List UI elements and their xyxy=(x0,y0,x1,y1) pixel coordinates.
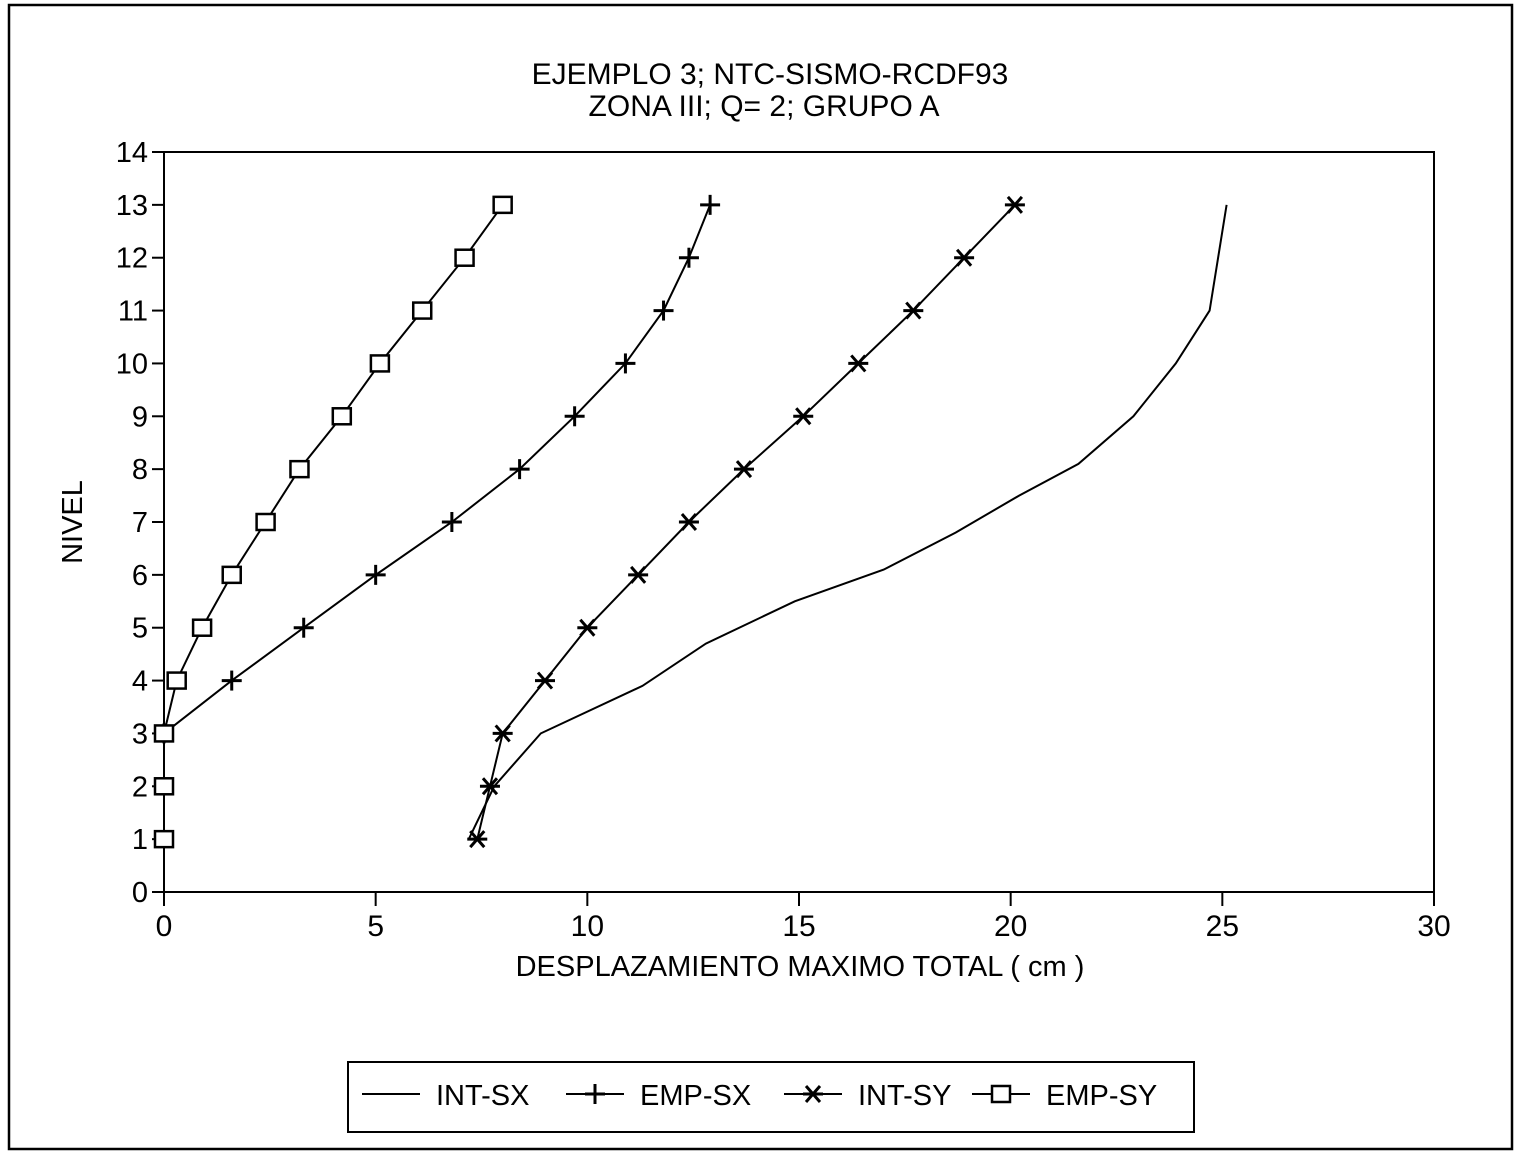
data-point xyxy=(678,513,699,531)
y-tick-label: 4 xyxy=(132,666,148,698)
data-point xyxy=(628,565,649,584)
legend-label: EMP-SY xyxy=(1046,1080,1157,1112)
x-tick-label: 0 xyxy=(156,910,173,943)
x-axis-label: DESPLAZAMIENTO MAXIMO TOTAL ( cm ) xyxy=(516,951,1085,983)
data-point xyxy=(289,459,310,479)
legend-marker xyxy=(990,1084,1012,1104)
data-point xyxy=(509,459,530,480)
plot-area xyxy=(163,151,1435,893)
legend-label: INT-SY xyxy=(858,1080,951,1112)
data-point xyxy=(535,671,555,690)
y-tick-label: 5 xyxy=(132,613,148,645)
data-point xyxy=(467,830,488,849)
data-point xyxy=(903,301,924,320)
x-tick-label: 5 xyxy=(367,910,384,943)
legend-marker xyxy=(803,1085,823,1103)
data-point xyxy=(793,407,814,426)
y-tick-label: 9 xyxy=(132,401,148,433)
y-tick-label: 3 xyxy=(132,718,148,750)
y-tick-label: 13 xyxy=(116,190,148,222)
data-point xyxy=(954,248,975,267)
legend: INT-SX EMP-SX INT-SY EMP-SY xyxy=(347,1061,1195,1133)
y-tick-label: 10 xyxy=(116,348,148,380)
data-point xyxy=(848,354,869,373)
x-tick-label: 20 xyxy=(994,910,1027,943)
data-point xyxy=(365,564,386,585)
chart-subtitle: ZONA III; Q= 2; GRUPO A xyxy=(589,90,940,123)
series-line xyxy=(163,204,712,735)
data-point xyxy=(700,194,721,215)
y-tick-label: 0 xyxy=(132,877,148,909)
figure-border xyxy=(7,3,1514,1151)
data-point xyxy=(564,406,585,427)
data-point xyxy=(454,248,475,267)
data-point xyxy=(577,618,598,637)
chart-title: EJEMPLO 3; NTC-SISMO-RCDF93 xyxy=(532,58,1009,91)
legend-entry: INT-SY xyxy=(784,1080,951,1112)
x-tick-label: 10 xyxy=(571,910,604,943)
data-point xyxy=(678,247,699,268)
series-int-sy xyxy=(467,195,1025,849)
legend-label: EMP-SX xyxy=(640,1080,751,1112)
data-point xyxy=(331,407,353,426)
y-tick-label: 6 xyxy=(132,560,148,592)
legend-entry: EMP-SX xyxy=(566,1080,751,1112)
y-tick-label: 7 xyxy=(132,507,148,539)
data-point xyxy=(492,724,513,743)
data-point xyxy=(166,671,187,690)
data-point xyxy=(479,777,500,796)
y-tick-label: 14 xyxy=(116,137,148,169)
legend-box xyxy=(347,1061,1195,1133)
legend-entry: INT-SX xyxy=(362,1080,529,1112)
x-tick-label: 25 xyxy=(1206,910,1239,943)
y-tick-label: 11 xyxy=(118,296,148,328)
data-point xyxy=(492,195,513,215)
data-point xyxy=(615,353,636,374)
data-point xyxy=(221,670,242,691)
y-tick-label: 12 xyxy=(116,243,148,275)
y-tick-label: 2 xyxy=(132,771,148,803)
data-point xyxy=(153,829,175,849)
data-point xyxy=(441,512,462,532)
data-point xyxy=(653,300,674,321)
data-point xyxy=(1004,195,1025,214)
x-axis: 0 5 10 15 20 25 30 xyxy=(156,892,1451,943)
y-tick-label: 1 xyxy=(132,824,148,856)
series-int-sx xyxy=(467,204,1228,840)
data-point xyxy=(221,565,242,585)
series-line xyxy=(476,204,1016,840)
y-tick-label: 8 xyxy=(132,454,148,486)
legend-entry: EMP-SY xyxy=(972,1080,1157,1112)
series-emp-sx xyxy=(154,194,721,744)
series-layer xyxy=(153,194,1228,849)
data-point xyxy=(293,617,314,638)
x-tick-label: 30 xyxy=(1417,910,1450,943)
data-point xyxy=(191,618,213,637)
series-emp-sy xyxy=(153,195,513,849)
data-point xyxy=(733,460,754,479)
data-point xyxy=(153,777,175,796)
data-point xyxy=(255,512,276,532)
y-axis-label: NIVEL xyxy=(57,480,89,564)
x-tick-label: 15 xyxy=(782,910,815,943)
data-point xyxy=(153,724,175,743)
data-point xyxy=(411,301,433,320)
legend-label: INT-SX xyxy=(436,1080,529,1112)
legend-marker xyxy=(585,1084,605,1104)
series-line xyxy=(467,204,1228,840)
data-point xyxy=(369,354,391,373)
